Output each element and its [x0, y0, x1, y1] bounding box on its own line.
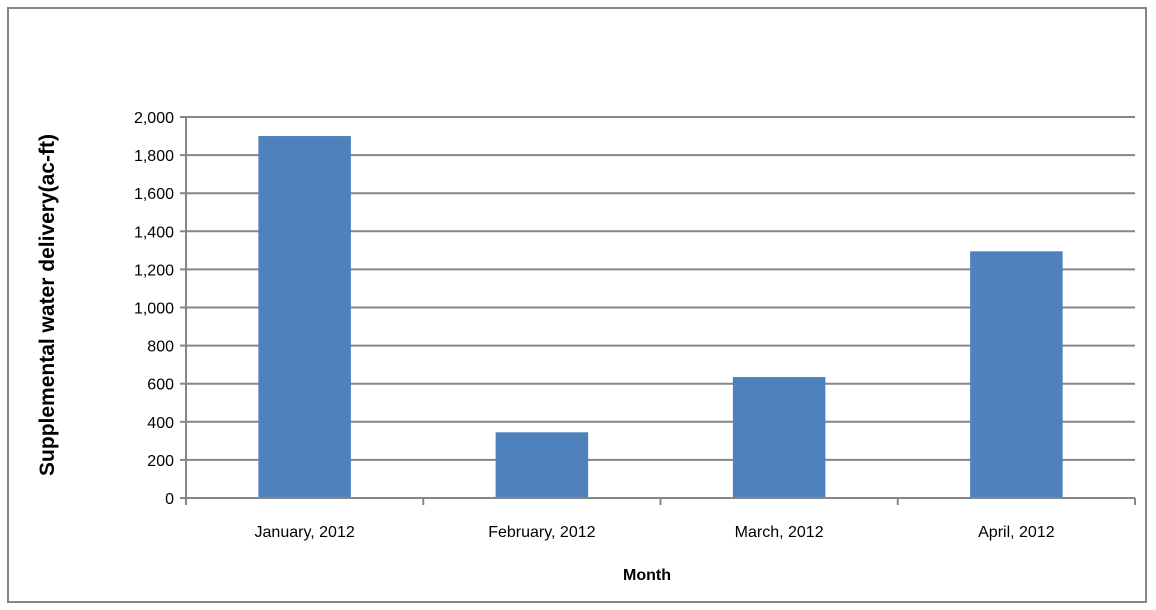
y-tick-labels: 0 200 400 600 800 1,000 1,200 1,400 1,600 1,800 2,… [134, 110, 174, 508]
bar-series [258, 136, 1063, 499]
y-tick-label: 1,600 [134, 186, 174, 203]
axes [185, 117, 1136, 505]
y-tick-label: 600 [147, 377, 174, 394]
y-tick-label: 2,000 [134, 110, 174, 127]
x-axis-title: Month [623, 567, 671, 584]
y-tick-label: 1,400 [134, 224, 174, 241]
y-tick-label: 1,200 [134, 262, 174, 279]
bar [970, 251, 1063, 498]
bar [495, 432, 589, 498]
x-tick-label: April, 2012 [978, 524, 1055, 541]
chart-frame [7, 7, 1147, 603]
y-tick-label: 0 [165, 491, 174, 508]
x-tick-label: January, 2012 [255, 524, 355, 541]
y-tick-label: 800 [147, 339, 174, 356]
x-tick-labels: January, 2012 February, 2012 March, 2012 Ap… [255, 524, 1055, 541]
y-tick-label: 200 [147, 453, 174, 470]
y-tick-label: 1,000 [134, 301, 174, 318]
y-tick-label: 1,800 [134, 148, 174, 165]
x-tick-label: March, 2012 [735, 524, 824, 541]
y-tick-label: 400 [147, 415, 174, 432]
bar [258, 136, 351, 499]
y-axis-title: Supplemental water delivery(ac-ft) [36, 134, 59, 476]
x-tick-label: February, 2012 [488, 524, 595, 541]
bar [732, 377, 826, 498]
